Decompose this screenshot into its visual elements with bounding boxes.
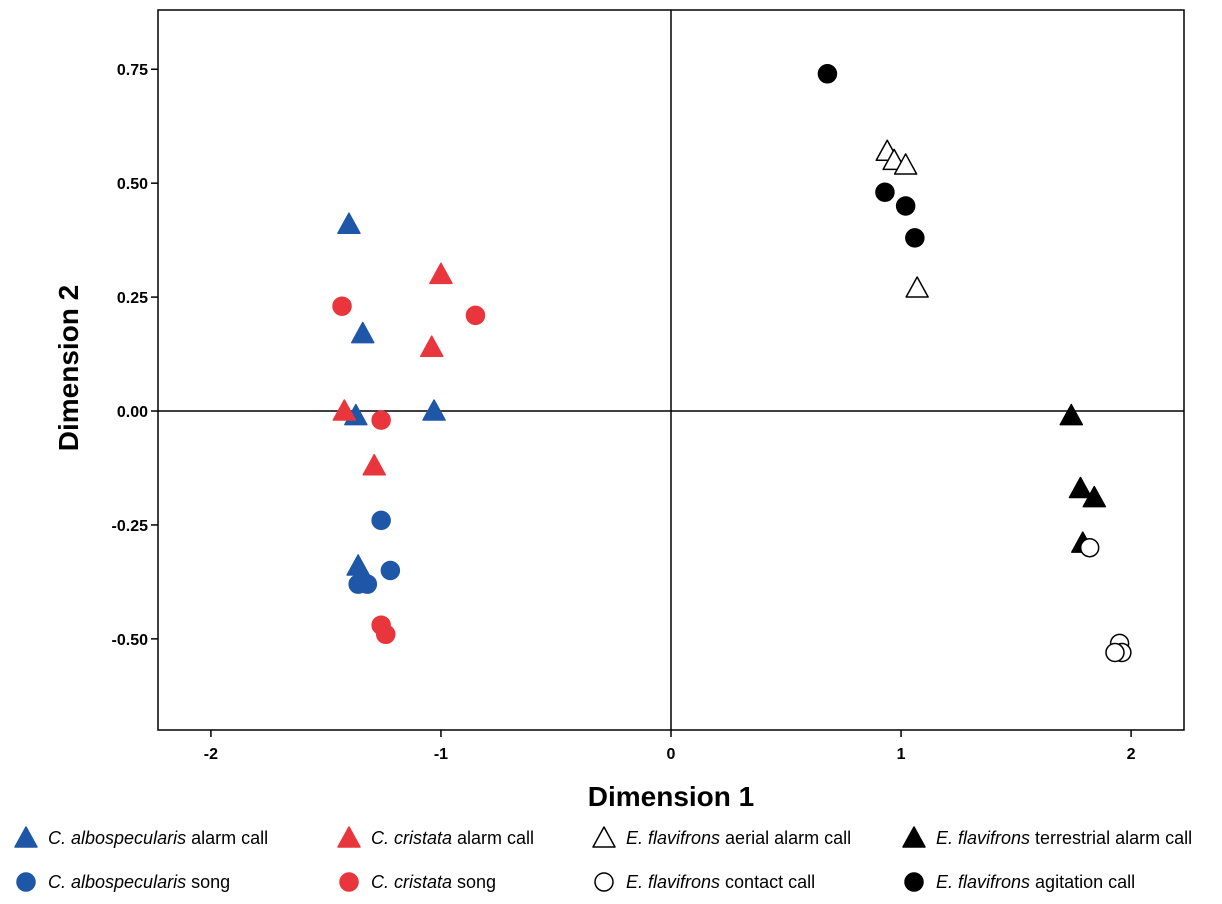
legend-species: E. flavifrons bbox=[626, 872, 720, 892]
legend-entry: E. flavifrons agitation call bbox=[936, 872, 1135, 892]
data-point bbox=[380, 560, 401, 581]
data-point bbox=[893, 153, 918, 175]
y-tick-label: 0.00 bbox=[117, 404, 148, 421]
legend-marker bbox=[902, 826, 926, 848]
legend: C. albospecularis alarm call C. cristata … bbox=[14, 826, 1192, 892]
y-axis-title: Dimension 2 bbox=[53, 285, 84, 451]
data-point bbox=[1082, 485, 1107, 508]
legend-species: C. albospecularis bbox=[48, 828, 186, 848]
legend-marker bbox=[594, 872, 614, 892]
data-point bbox=[817, 64, 838, 84]
x-tick-label: -1 bbox=[434, 746, 448, 763]
data-point bbox=[1068, 476, 1093, 499]
plot-area bbox=[157, 9, 1185, 731]
legend-marker bbox=[16, 872, 36, 892]
data-point bbox=[465, 305, 486, 326]
x-tick-label: 2 bbox=[1127, 746, 1136, 763]
legend-marker bbox=[337, 826, 361, 848]
x-tick-label: 0 bbox=[667, 746, 676, 763]
data-point bbox=[875, 182, 895, 203]
legend-marker bbox=[339, 872, 359, 892]
data-point bbox=[905, 276, 929, 298]
data-points bbox=[332, 64, 1132, 663]
data-point bbox=[348, 574, 368, 594]
data-point bbox=[371, 410, 391, 430]
legend-call-type: alarm call bbox=[452, 828, 534, 848]
legend-species: C. cristata bbox=[371, 872, 452, 892]
data-point bbox=[1079, 537, 1100, 558]
legend-marker bbox=[592, 826, 616, 848]
data-point bbox=[362, 453, 386, 476]
data-point bbox=[905, 228, 925, 248]
legend-entry: C. cristata alarm call bbox=[371, 828, 534, 848]
legend-species: E. flavifrons bbox=[936, 872, 1030, 892]
data-point bbox=[332, 399, 357, 421]
legend-call-type: contact call bbox=[720, 872, 815, 892]
legend-entry: E. flavifrons contact call bbox=[626, 872, 815, 892]
y-tick-label: -0.50 bbox=[112, 632, 149, 649]
data-point bbox=[332, 296, 352, 316]
legend-species: C. cristata bbox=[371, 828, 452, 848]
legend-marker bbox=[14, 826, 38, 848]
legend-entry: E. flavifrons terrestrial alarm call bbox=[936, 828, 1192, 848]
data-point bbox=[371, 510, 391, 531]
data-point bbox=[346, 554, 370, 576]
legend-call-type: aerial alarm call bbox=[720, 828, 851, 848]
legend-entry: C. albospecularis alarm call bbox=[48, 828, 268, 848]
data-point bbox=[895, 196, 916, 216]
legend-species: E. flavifrons bbox=[626, 828, 720, 848]
data-point bbox=[420, 335, 444, 357]
x-axis-title: Dimension 1 bbox=[588, 781, 754, 812]
axes: -2 -1 0 1 2 0.75 0.50 0.25 0.00 -0.25 -0.50 bbox=[112, 62, 1136, 763]
legend-call-type: agitation call bbox=[1030, 872, 1135, 892]
legend-entry: C. cristata song bbox=[371, 872, 496, 892]
legend-marker bbox=[904, 872, 924, 892]
data-point bbox=[337, 212, 361, 234]
legend-call-type: song bbox=[452, 872, 496, 892]
legend-call-type: alarm call bbox=[186, 828, 268, 848]
y-tick-label: 0.25 bbox=[117, 290, 148, 307]
legend-entry: C. albospecularis song bbox=[48, 872, 230, 892]
data-point bbox=[1105, 642, 1125, 663]
legend-call-type: song bbox=[186, 872, 230, 892]
y-tick-label: 0.50 bbox=[117, 176, 148, 193]
data-point bbox=[375, 624, 396, 645]
x-tick-label: 1 bbox=[897, 746, 906, 763]
y-tick-label: -0.25 bbox=[112, 518, 149, 535]
legend-species: C. albospecularis bbox=[48, 872, 186, 892]
y-tick-label: 0.75 bbox=[117, 62, 148, 79]
legend-call-type: terrestrial alarm call bbox=[1030, 828, 1192, 848]
data-point bbox=[1059, 403, 1084, 426]
data-point bbox=[422, 399, 446, 421]
x-tick-label: -2 bbox=[204, 746, 218, 763]
data-point bbox=[429, 262, 453, 285]
legend-species: E. flavifrons bbox=[936, 828, 1030, 848]
data-point bbox=[350, 321, 375, 344]
legend-entry: E. flavifrons aerial alarm call bbox=[626, 828, 851, 848]
